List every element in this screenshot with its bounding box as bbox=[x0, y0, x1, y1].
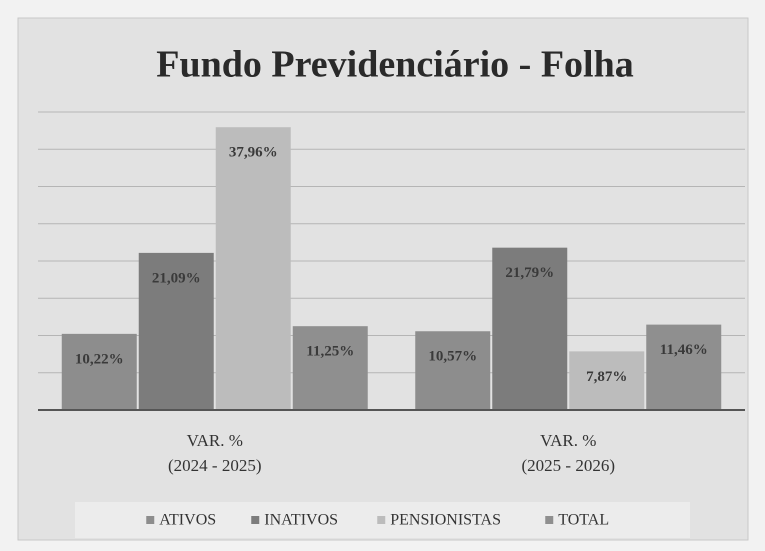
value-label: 11,46% bbox=[660, 342, 708, 358]
value-label: 10,22% bbox=[75, 351, 124, 367]
value-label: 10,57% bbox=[428, 349, 477, 365]
legend-label: INATIVOS bbox=[264, 512, 338, 529]
bar bbox=[292, 326, 368, 410]
value-label: 21,79% bbox=[505, 265, 554, 281]
bar bbox=[569, 351, 645, 410]
legend-swatch bbox=[377, 516, 386, 524]
legend-swatch bbox=[146, 516, 155, 524]
value-label: 37,96% bbox=[229, 145, 278, 161]
legend-label: PENSIONISTAS bbox=[390, 512, 501, 529]
x-tick-label: VAR. % (2025 - 2026) bbox=[521, 431, 615, 475]
bar bbox=[215, 127, 291, 410]
bar bbox=[61, 333, 137, 410]
chart-title: Fundo Previdenciário - Folha bbox=[156, 44, 633, 86]
legend-swatch bbox=[545, 516, 554, 524]
legend-label: ATIVOS bbox=[159, 512, 216, 529]
value-label: 7,87% bbox=[586, 369, 627, 385]
legend-swatch bbox=[251, 516, 260, 524]
value-label: 11,25% bbox=[306, 344, 354, 360]
x-tick-label: VAR. % (2024 - 2025) bbox=[168, 431, 262, 475]
legend-label: TOTAL bbox=[558, 512, 609, 529]
value-label: 21,09% bbox=[152, 270, 201, 286]
bar bbox=[138, 252, 214, 410]
bar bbox=[646, 324, 722, 410]
bar bbox=[415, 331, 491, 410]
bar bbox=[492, 247, 568, 410]
